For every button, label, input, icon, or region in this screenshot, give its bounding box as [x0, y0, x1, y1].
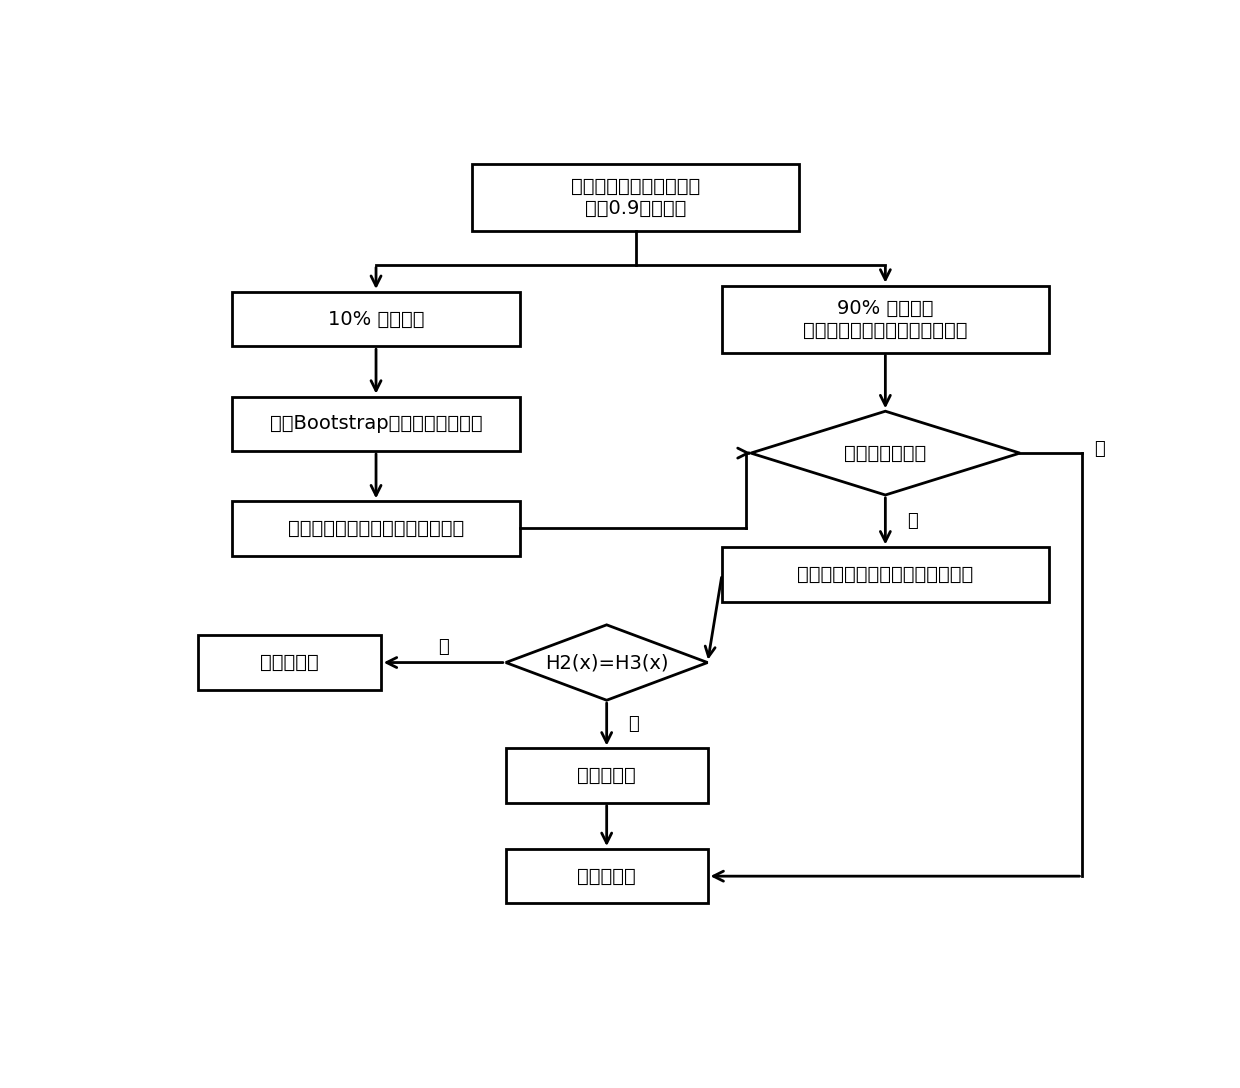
Text: 输出分类器: 输出分类器 [578, 867, 636, 886]
Text: 是: 是 [1094, 440, 1105, 458]
FancyBboxPatch shape [232, 396, 521, 452]
Text: 更新训练集: 更新训练集 [578, 766, 636, 786]
FancyBboxPatch shape [722, 285, 1049, 353]
FancyBboxPatch shape [472, 164, 799, 231]
Text: 90% 的测试集
（无标签数据或待标记的数据）: 90% 的测试集 （无标签数据或待标记的数据） [804, 298, 967, 339]
Text: 10% 的训练集: 10% 的训练集 [327, 310, 424, 329]
Polygon shape [506, 625, 708, 701]
Text: 利用训练集对相应分类器进行训练: 利用训练集对相应分类器进行训练 [288, 519, 464, 537]
FancyBboxPatch shape [198, 635, 381, 690]
Text: 基于Bootstrap方法抽取训练样本: 基于Bootstrap方法抽取训练样本 [270, 415, 482, 433]
Text: 否: 否 [906, 512, 918, 530]
Text: 标记为噪声: 标记为噪声 [260, 653, 319, 672]
Text: 各分类器无改善: 各分类器无改善 [844, 444, 926, 462]
FancyBboxPatch shape [506, 749, 708, 803]
Text: H2(x)=H3(x): H2(x)=H3(x) [544, 653, 668, 672]
FancyBboxPatch shape [232, 292, 521, 346]
FancyBboxPatch shape [506, 849, 708, 903]
Text: 是: 是 [629, 715, 639, 733]
FancyBboxPatch shape [722, 547, 1049, 602]
Polygon shape [751, 411, 1019, 495]
Text: 输入划分好的表位数据集
如：0.9左右划分: 输入划分好的表位数据集 如：0.9左右划分 [570, 177, 701, 218]
FancyBboxPatch shape [232, 502, 521, 556]
Text: 使用分类器对无标签数据进行分类: 使用分类器对无标签数据进行分类 [797, 565, 973, 584]
Text: 否: 否 [438, 639, 449, 656]
